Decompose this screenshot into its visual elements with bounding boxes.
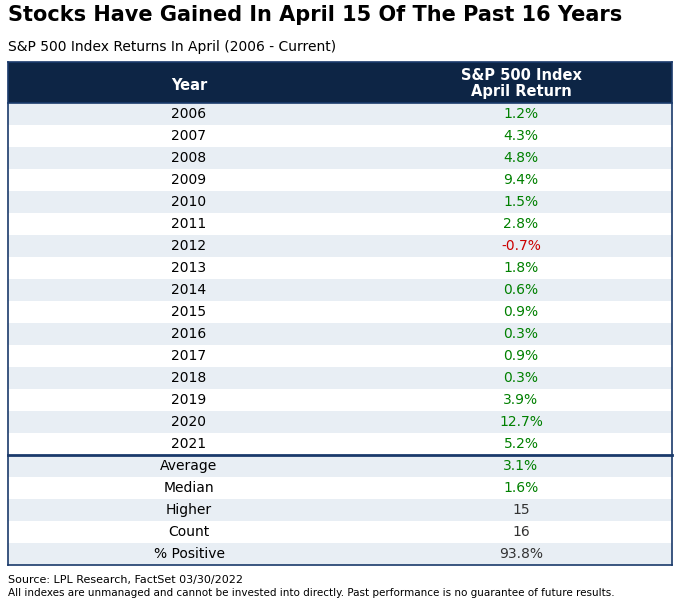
Text: % Positive: % Positive (154, 547, 224, 561)
Text: 0.3%: 0.3% (503, 371, 539, 385)
Bar (8, 301, 672, 323)
Text: 0.3%: 0.3% (503, 327, 539, 341)
Bar (8, 279, 672, 301)
Bar (8, 433, 672, 455)
Bar (8, 367, 672, 389)
Text: S&P 500 Index Returns In April (2006 - Current): S&P 500 Index Returns In April (2006 - C… (8, 40, 336, 54)
Bar (8, 235, 672, 257)
Bar (8, 521, 672, 543)
Text: Source: LPL Research, FactSet 03/30/2022: Source: LPL Research, FactSet 03/30/2022 (8, 575, 243, 585)
Text: All indexes are unmanaged and cannot be invested into directly. Past performance: All indexes are unmanaged and cannot be … (8, 588, 615, 598)
Bar (8, 389, 672, 411)
Text: S&P 500 Index: S&P 500 Index (460, 68, 581, 83)
Bar (8, 257, 672, 279)
Bar (8, 411, 672, 433)
Bar (8, 499, 672, 521)
Text: 1.5%: 1.5% (503, 195, 539, 209)
Text: 4.8%: 4.8% (503, 151, 539, 165)
Text: 0.9%: 0.9% (503, 349, 539, 363)
Text: 4.3%: 4.3% (503, 129, 539, 143)
Text: 5.2%: 5.2% (503, 437, 539, 451)
Text: 12.7%: 12.7% (499, 415, 543, 429)
Bar (8, 455, 672, 477)
Text: Stocks Have Gained In April 15 Of The Past 16 Years: Stocks Have Gained In April 15 Of The Pa… (8, 5, 622, 25)
Bar (8, 169, 672, 191)
Text: 2007: 2007 (171, 129, 207, 143)
Text: 1.2%: 1.2% (503, 107, 539, 121)
Bar (8, 345, 672, 367)
Text: 2017: 2017 (171, 349, 207, 363)
Text: 2.8%: 2.8% (503, 217, 539, 231)
Text: 0.6%: 0.6% (503, 283, 539, 297)
Text: Average: Average (160, 459, 218, 473)
Text: 3.1%: 3.1% (503, 459, 539, 473)
Text: 2020: 2020 (171, 415, 207, 429)
Text: 2021: 2021 (171, 437, 207, 451)
Text: 2008: 2008 (171, 151, 207, 165)
Text: Year: Year (171, 78, 207, 93)
Bar (8, 477, 672, 499)
Text: 93.8%: 93.8% (499, 547, 543, 561)
Text: 2018: 2018 (171, 371, 207, 385)
Bar (8, 125, 672, 147)
Text: April Return: April Return (471, 84, 571, 99)
Text: 2015: 2015 (171, 305, 207, 319)
Bar (8, 62, 672, 103)
Bar (8, 323, 672, 345)
Bar (8, 103, 672, 125)
Text: 2010: 2010 (171, 195, 207, 209)
Bar (8, 543, 672, 565)
Text: -0.7%: -0.7% (501, 239, 541, 253)
Text: Count: Count (169, 525, 209, 539)
Bar (8, 191, 672, 213)
Text: 3.9%: 3.9% (503, 393, 539, 407)
Text: 0.9%: 0.9% (503, 305, 539, 319)
Text: 9.4%: 9.4% (503, 173, 539, 187)
Text: 2014: 2014 (171, 283, 207, 297)
Text: 2006: 2006 (171, 107, 207, 121)
Bar (8, 213, 672, 235)
Text: 2009: 2009 (171, 173, 207, 187)
Text: 2013: 2013 (171, 261, 207, 275)
Text: 15: 15 (512, 503, 530, 517)
Text: 2019: 2019 (171, 393, 207, 407)
Text: 2016: 2016 (171, 327, 207, 341)
Text: 16: 16 (512, 525, 530, 539)
Bar (8, 147, 672, 169)
Text: 2011: 2011 (171, 217, 207, 231)
Text: 1.8%: 1.8% (503, 261, 539, 275)
Text: Higher: Higher (166, 503, 212, 517)
Text: 2012: 2012 (171, 239, 207, 253)
Text: Median: Median (164, 481, 214, 495)
Text: 1.6%: 1.6% (503, 481, 539, 495)
